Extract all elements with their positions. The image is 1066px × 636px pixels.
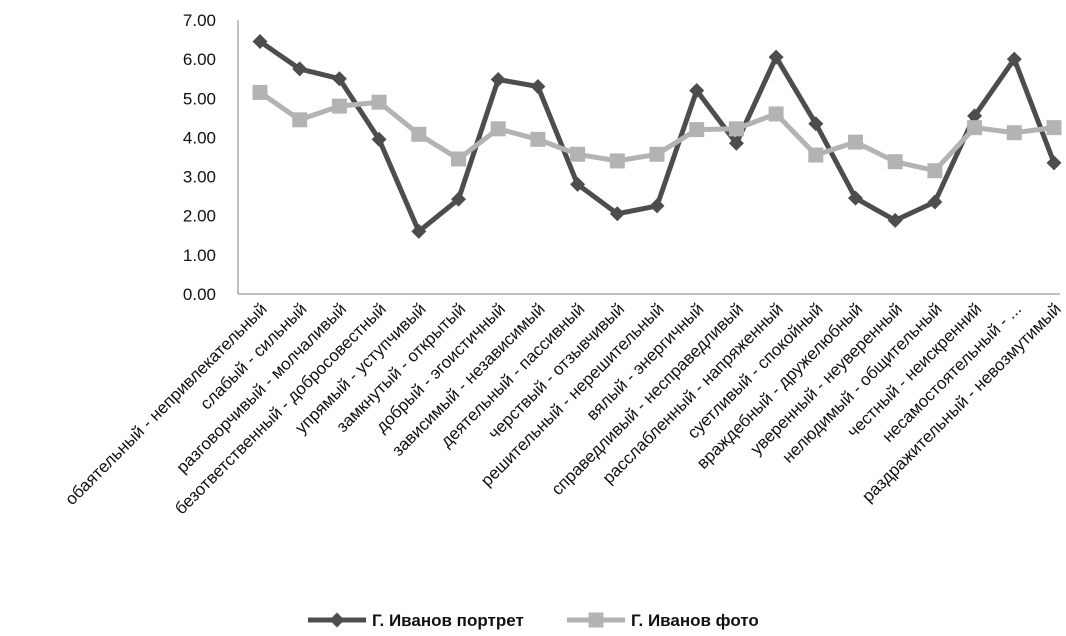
y-tick-label: 2.00 xyxy=(183,207,216,226)
data-point xyxy=(1006,125,1022,141)
data-point xyxy=(451,191,466,207)
data-point xyxy=(848,190,863,206)
legend: Г. Иванов портрет Г. Иванов фото xyxy=(308,611,759,630)
data-point xyxy=(649,198,665,214)
data-point xyxy=(887,212,903,228)
data-point xyxy=(1046,120,1062,136)
data-point xyxy=(570,146,586,162)
data-point xyxy=(451,151,466,167)
data-point xyxy=(649,146,665,162)
data-point xyxy=(689,82,705,98)
data-point xyxy=(411,223,427,239)
data-point xyxy=(292,61,308,77)
data-point xyxy=(927,163,943,179)
data-point xyxy=(967,108,983,124)
series-photo xyxy=(252,84,1062,179)
data-point xyxy=(411,126,427,142)
data-point xyxy=(371,94,387,110)
legend-item-photo: Г. Иванов фото xyxy=(567,611,759,630)
y-tick-label: 4.00 xyxy=(183,128,216,147)
data-point xyxy=(808,147,824,163)
data-point xyxy=(570,176,586,192)
data-point xyxy=(609,206,625,222)
y-tick-label: 1.00 xyxy=(183,246,216,265)
y-tick-label: 0.00 xyxy=(183,285,216,304)
data-point xyxy=(887,154,903,170)
legend-label-photo: Г. Иванов фото xyxy=(631,611,759,630)
x-tick-label: разговорчивый - молчаливый xyxy=(173,299,351,477)
data-point xyxy=(768,106,784,122)
data-point xyxy=(292,112,308,128)
data-point xyxy=(490,121,506,137)
data-point xyxy=(331,98,347,114)
series-portrait xyxy=(252,34,1062,239)
data-point xyxy=(728,121,744,137)
series-layer xyxy=(252,34,1062,239)
data-point xyxy=(490,71,506,87)
y-tick-label: 7.00 xyxy=(183,11,216,30)
data-point xyxy=(530,131,546,147)
data-point xyxy=(609,153,625,169)
y-tick-label: 6.00 xyxy=(183,50,216,69)
y-tick-label: 3.00 xyxy=(183,168,216,187)
data-point xyxy=(252,34,268,50)
data-point xyxy=(371,131,387,147)
legend-marker-portrait xyxy=(329,612,345,628)
data-point xyxy=(927,194,943,210)
data-point xyxy=(1046,155,1062,171)
plot-axes xyxy=(237,20,1060,295)
data-point xyxy=(530,79,546,95)
data-point xyxy=(768,49,784,65)
legend-marker-photo xyxy=(588,612,604,628)
legend-item-portrait: Г. Иванов портрет xyxy=(308,611,524,630)
data-point xyxy=(1006,51,1022,67)
data-point xyxy=(728,135,744,151)
y-axis-tick-labels: 0.00 1.00 2.00 3.00 4.00 5.00 6.00 7.00 xyxy=(183,11,216,304)
data-point xyxy=(252,84,268,100)
y-tick-label: 5.00 xyxy=(183,89,216,108)
data-point xyxy=(689,122,705,138)
data-point xyxy=(967,120,983,136)
data-point xyxy=(331,71,347,87)
data-point xyxy=(848,134,863,150)
legend-label-portrait: Г. Иванов портрет xyxy=(372,611,524,630)
data-point xyxy=(808,116,824,132)
